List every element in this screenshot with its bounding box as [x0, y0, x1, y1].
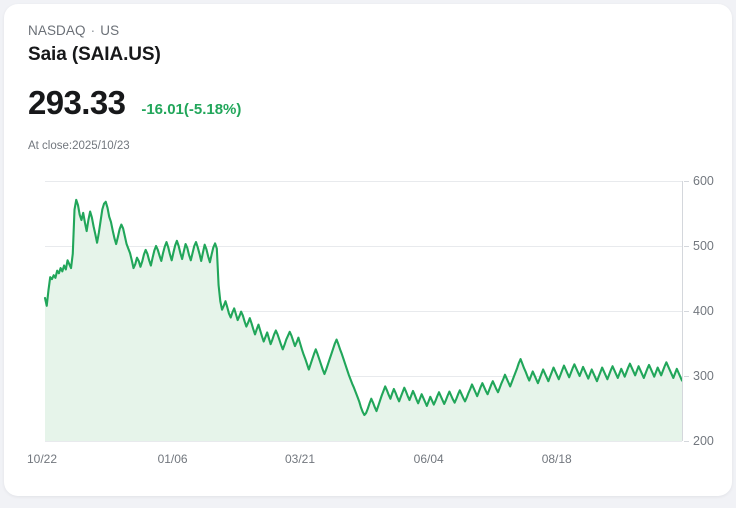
x-tick-label: 10/22 — [27, 452, 58, 466]
current-price: 293.33 — [28, 84, 126, 121]
y-tick-mark — [684, 376, 689, 377]
y-tick-label: 300 — [693, 369, 714, 383]
region-label: US — [100, 23, 120, 38]
y-tick-label: 600 — [693, 174, 714, 188]
stock-quote-card: NASDAQ · US Saia (SAIA.US) 293.33 -16.01(-… — [4, 4, 732, 496]
chart-line — [43, 198, 684, 417]
quote-header: NASDAQ · US Saia (SAIA.US) 293.33 -16.01(-… — [28, 22, 708, 154]
y-tick-mark — [684, 441, 689, 442]
y-tick-label: 500 — [693, 239, 714, 253]
price-row: 293.33 -16.01(-5.18%) — [28, 84, 708, 122]
exchange-label: NASDAQ — [28, 23, 86, 38]
exchange-separator: · — [90, 23, 96, 38]
x-tick-label: 06/04 — [413, 452, 444, 466]
price-change: -16.01(-5.18%) — [141, 101, 242, 118]
y-tick-mark — [684, 311, 689, 312]
market-status: At close:2025/10/23 — [28, 140, 130, 152]
x-tick-label: 03/21 — [284, 452, 316, 466]
chart-svg — [43, 181, 684, 442]
page-title: Saia (SAIA.US) — [28, 44, 161, 65]
x-tick-label: 08/18 — [541, 452, 572, 466]
chart-area-fill — [45, 199, 682, 441]
y-tick-mark — [684, 246, 689, 247]
exchange-region-line: NASDAQ · US — [28, 22, 708, 40]
price-chart[interactable]: 600 500 400 300 200 10/22 01/06 03/21 06/04 08/1… — [4, 164, 732, 484]
y-tick-mark — [684, 181, 689, 182]
x-tick-label: 01/06 — [157, 452, 188, 466]
y-tick-label: 200 — [693, 434, 714, 448]
y-tick-label: 400 — [693, 304, 714, 318]
